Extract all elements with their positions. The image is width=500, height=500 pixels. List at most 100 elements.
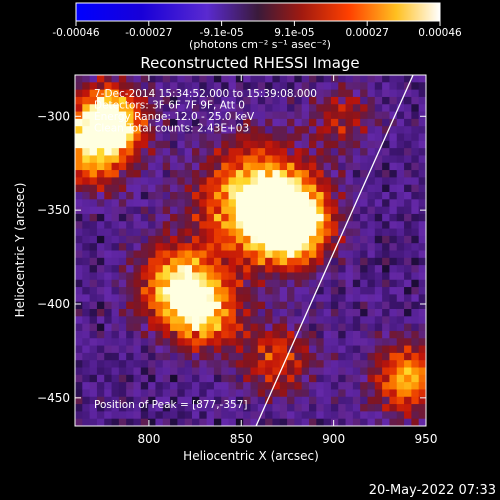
heatmap-cell [140,301,149,310]
heatmap-cell [389,396,398,405]
heatmap-cell [345,155,354,164]
heatmap-cell [374,279,383,288]
heatmap-cell [294,82,303,91]
heatmap-cell [206,177,215,186]
heatmap-cell [250,75,259,83]
heatmap-cell [75,75,83,83]
heatmap-cell [396,418,405,426]
heatmap-cell [257,374,266,383]
heatmap-cell [75,118,83,127]
heatmap-cell [360,360,369,369]
heatmap-cell [382,250,391,259]
heatmap-cell [177,418,186,426]
heatmap-cell [345,323,354,332]
heatmap-cell [301,199,310,208]
heatmap-cell [404,89,412,98]
heatmap-cell [345,170,354,178]
heatmap-cell [104,294,113,303]
heatmap-cell [287,177,295,186]
heatmap-cell [133,148,142,157]
heatmap-cell [418,235,426,244]
heatmap-cell [418,192,426,200]
heatmap-cell [96,140,105,149]
heatmap-cell [140,199,149,208]
heatmap-cell [316,118,325,127]
heatmap-cell [250,411,259,420]
heatmap-cell [404,148,412,157]
heatmap-cell [396,382,405,391]
heatmap-cell [250,382,259,391]
heatmap-cell [272,75,281,83]
heatmap-cell [330,352,339,361]
heatmap-cell [104,338,113,347]
heatmap-cell [82,272,91,281]
heatmap-cell [96,360,105,369]
heatmap-cell [126,265,135,274]
heatmap-cell [294,89,303,98]
heatmap-cell [250,221,259,230]
heatmap-cell [323,235,332,244]
heatmap-cell [360,374,369,383]
heatmap-cell [396,279,405,288]
heatmap-cell [411,148,420,157]
heatmap-cell [199,170,208,178]
heatmap-cell [294,352,303,361]
x-axis-label: Heliocentric X (arcsec) [183,449,319,463]
heatmap-cell [257,287,266,295]
heatmap-cell [133,213,142,222]
heatmap-cell [111,243,120,252]
heatmap-cell [360,199,369,208]
heatmap-cell [243,104,252,113]
heatmap-cell [75,96,83,105]
heatmap-cell [82,301,91,310]
heatmap-cell [133,140,142,149]
heatmap-cell [338,235,347,244]
heatmap-cell [140,235,149,244]
heatmap-cell [133,294,142,303]
heatmap-cell [382,89,391,98]
heatmap-cell [82,162,91,171]
heatmap-cell [360,192,369,200]
heatmap-cell [75,126,83,135]
heatmap-cell [177,257,186,266]
heatmap-cell [323,411,332,420]
colorbar-tick-label: 0.00046 [418,27,462,39]
heatmap-cell [96,309,105,317]
heatmap-cell [396,294,405,303]
heatmap-cell [192,221,200,230]
heatmap-cell [118,287,127,295]
heatmap-cell [294,170,303,178]
heatmap-cell [382,374,391,383]
heatmap-cell [206,155,215,164]
heatmap-cell [243,162,252,171]
heatmap-cell [243,96,252,105]
heatmap-cell [243,133,252,142]
heatmap-cell [133,104,142,113]
heatmap-cell [338,148,347,157]
heatmap-cell [396,243,405,252]
heatmap-cell [301,367,310,376]
heatmap-cell [213,126,222,135]
heatmap-cell [367,155,376,164]
heatmap-cell [309,235,317,244]
heatmap-cell [323,221,332,230]
heatmap-cell [294,279,303,288]
heatmap-cell [162,316,171,325]
heatmap-cell [140,155,149,164]
heatmap-cell [389,133,398,142]
heatmap-cell [396,184,405,193]
heatmap-cell [170,287,178,295]
heatmap-cell [75,411,83,420]
heatmap-cell [170,309,178,317]
heatmap-cell [82,89,91,98]
heatmap-cell [411,213,420,222]
heatmap-cell [221,309,230,317]
heatmap-cell [294,148,303,157]
heatmap-cell [301,411,310,420]
heatmap-cell [133,360,142,369]
heatmap-cell [243,309,252,317]
heatmap-cell [294,104,303,113]
heatmap-cell [140,177,149,186]
heatmap-cell [170,213,178,222]
heatmap-cell [418,279,426,288]
